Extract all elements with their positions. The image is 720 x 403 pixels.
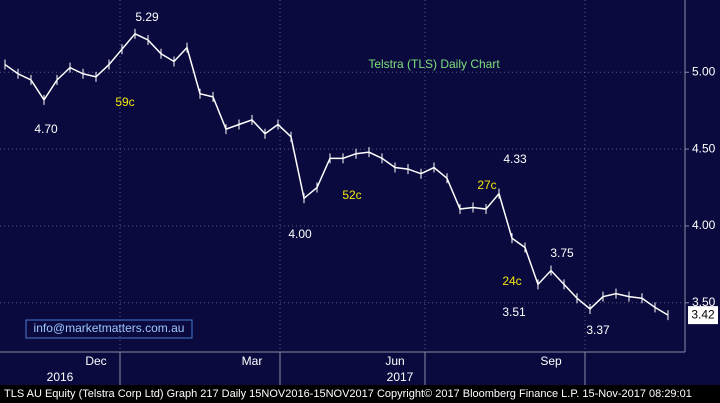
last-price-tag xyxy=(688,306,718,325)
last-price-label: 3.42 xyxy=(691,307,715,321)
y-tick-label: 3.50 xyxy=(692,295,716,309)
annotation: 52c xyxy=(342,188,361,202)
annotation: 24c xyxy=(502,274,521,288)
chart-title: Telstra (TLS) Daily Chart xyxy=(368,57,500,71)
annotation: 59c xyxy=(115,95,134,109)
footer: TLS AU Equity (Telstra Corp Ltd) Graph 2… xyxy=(4,388,692,400)
x-tick-label: Jun xyxy=(385,354,404,368)
annotation: 4.33 xyxy=(503,152,527,166)
x-tick-label: Sep xyxy=(540,354,562,368)
status-bar xyxy=(0,385,720,403)
annotation: 27c xyxy=(477,178,496,192)
x-tick-label: Dec xyxy=(85,354,106,368)
y-tick-label: 4.00 xyxy=(692,218,716,232)
price-line xyxy=(4,32,669,316)
annotation: 4.00 xyxy=(288,227,312,241)
annotation: 3.37 xyxy=(586,323,610,337)
x-tick-label: Mar xyxy=(242,354,263,368)
year-label: 2017 xyxy=(387,370,414,384)
y-tick-label: 4.50 xyxy=(692,141,716,155)
contact: info@marketmatters.com.au xyxy=(34,321,185,335)
annotation: 3.51 xyxy=(502,305,526,319)
contact-box xyxy=(25,319,193,339)
annotation: 3.75 xyxy=(550,246,574,260)
annotation: 4.70 xyxy=(34,122,58,136)
annotation: 5.29 xyxy=(135,10,159,24)
y-tick-label: 5.00 xyxy=(692,64,716,78)
year-label: 2016 xyxy=(47,370,74,384)
